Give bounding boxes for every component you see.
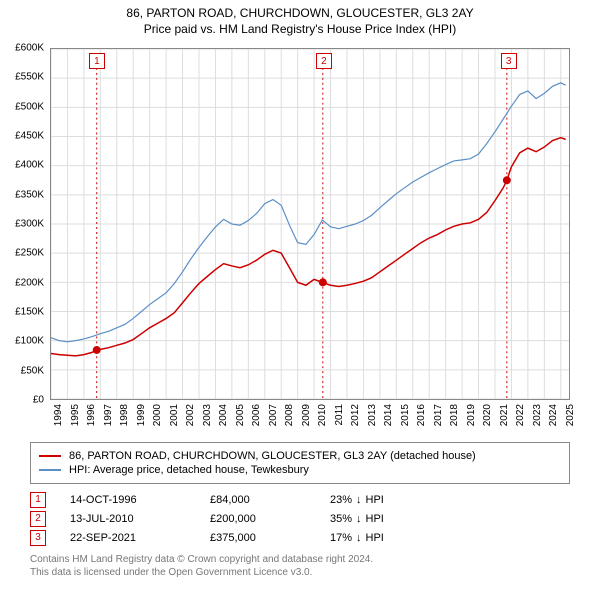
x-tick-label: 2022 xyxy=(515,404,526,426)
x-tick-label: 2010 xyxy=(317,404,328,426)
titles: 86, PARTON ROAD, CHURCHDOWN, GLOUCESTER,… xyxy=(0,0,600,36)
marker-table: 1 14-OCT-1996£84,00023%↓HPI 2 13-JUL-2010£2… xyxy=(30,490,570,547)
y-tick-label: £600K xyxy=(15,43,44,54)
chart-area: 1 2 3 xyxy=(50,48,570,400)
marker-pct: 17%↓HPI xyxy=(330,532,384,544)
x-tick-label: 2011 xyxy=(334,404,345,426)
y-axis-ticks: £0£50K£100K£150K£200K£250K£300K£350K£400… xyxy=(0,48,48,400)
footer: Contains HM Land Registry data © Crown c… xyxy=(30,553,373,579)
x-tick-label: 2002 xyxy=(185,404,196,426)
x-tick-label: 2007 xyxy=(268,404,279,426)
x-tick-label: 2003 xyxy=(202,404,213,426)
marker-pct: 23%↓HPI xyxy=(330,494,384,506)
x-tick-label: 2017 xyxy=(433,404,444,426)
x-tick-label: 2025 xyxy=(565,404,576,426)
down-arrow-icon: ↓ xyxy=(356,532,362,544)
x-tick-label: 1998 xyxy=(119,404,130,426)
marker-badge: 2 xyxy=(30,511,46,527)
x-tick-label: 2006 xyxy=(251,404,262,426)
y-tick-label: £150K xyxy=(15,307,44,318)
chart-marker-badge: 2 xyxy=(316,53,332,69)
marker-pct: 35%↓HPI xyxy=(330,513,384,525)
x-tick-label: 2016 xyxy=(416,404,427,426)
y-tick-label: £200K xyxy=(15,277,44,288)
x-tick-label: 2020 xyxy=(482,404,493,426)
marker-row: 2 13-JUL-2010£200,00035%↓HPI xyxy=(30,509,570,528)
x-tick-label: 2021 xyxy=(499,404,510,426)
marker-badge: 3 xyxy=(30,530,46,546)
x-tick-label: 2000 xyxy=(152,404,163,426)
chart-marker-badge: 1 xyxy=(89,53,105,69)
x-tick-label: 2015 xyxy=(400,404,411,426)
x-tick-label: 2023 xyxy=(532,404,543,426)
x-tick-label: 2004 xyxy=(218,404,229,426)
x-tick-label: 1996 xyxy=(86,404,97,426)
legend: 86, PARTON ROAD, CHURCHDOWN, GLOUCESTER,… xyxy=(30,442,570,484)
title-address: 86, PARTON ROAD, CHURCHDOWN, GLOUCESTER,… xyxy=(0,6,600,20)
y-tick-label: £100K xyxy=(15,336,44,347)
marker-date: 13-JUL-2010 xyxy=(70,513,210,525)
marker-row: 3 22-SEP-2021£375,00017%↓HPI xyxy=(30,528,570,547)
title-subtitle: Price paid vs. HM Land Registry's House … xyxy=(0,22,600,36)
footer-line-2: This data is licensed under the Open Gov… xyxy=(30,566,373,579)
marker-row: 1 14-OCT-1996£84,00023%↓HPI xyxy=(30,490,570,509)
x-tick-label: 2014 xyxy=(383,404,394,426)
y-tick-label: £400K xyxy=(15,160,44,171)
chart-svg xyxy=(51,49,569,399)
y-tick-label: £450K xyxy=(15,131,44,142)
marker-price: £84,000 xyxy=(210,494,330,506)
y-tick-label: £550K xyxy=(15,72,44,83)
x-tick-label: 2009 xyxy=(301,404,312,426)
legend-swatch xyxy=(39,469,61,471)
footer-line-1: Contains HM Land Registry data © Crown c… xyxy=(30,553,373,566)
marker-price: £375,000 xyxy=(210,532,330,544)
legend-label: HPI: Average price, detached house, Tewk… xyxy=(69,463,309,477)
x-tick-label: 1997 xyxy=(103,404,114,426)
x-tick-label: 1994 xyxy=(53,404,64,426)
chart-marker-badge: 3 xyxy=(501,53,517,69)
legend-row: HPI: Average price, detached house, Tewk… xyxy=(39,463,561,477)
x-tick-label: 2013 xyxy=(367,404,378,426)
marker-badge: 1 xyxy=(30,492,46,508)
y-tick-label: £300K xyxy=(15,219,44,230)
x-tick-label: 2024 xyxy=(548,404,559,426)
marker-price: £200,000 xyxy=(210,513,330,525)
x-tick-label: 2001 xyxy=(169,404,180,426)
down-arrow-icon: ↓ xyxy=(356,513,362,525)
x-tick-label: 1999 xyxy=(136,404,147,426)
y-tick-label: £50K xyxy=(21,365,44,376)
x-tick-label: 2012 xyxy=(350,404,361,426)
x-tick-label: 2005 xyxy=(235,404,246,426)
y-tick-label: £350K xyxy=(15,189,44,200)
down-arrow-icon: ↓ xyxy=(356,494,362,506)
x-tick-label: 2019 xyxy=(466,404,477,426)
page: 86, PARTON ROAD, CHURCHDOWN, GLOUCESTER,… xyxy=(0,0,600,590)
y-tick-label: £0 xyxy=(33,395,44,406)
x-tick-label: 1995 xyxy=(70,404,81,426)
legend-row: 86, PARTON ROAD, CHURCHDOWN, GLOUCESTER,… xyxy=(39,449,561,463)
marker-date: 14-OCT-1996 xyxy=(70,494,210,506)
x-tick-label: 2008 xyxy=(284,404,295,426)
legend-swatch xyxy=(39,455,61,457)
legend-label: 86, PARTON ROAD, CHURCHDOWN, GLOUCESTER,… xyxy=(69,449,476,463)
x-tick-label: 2018 xyxy=(449,404,460,426)
x-axis-ticks: 1994 1995 1996 1997 1998 1999 2000 2001 2002 2003… xyxy=(50,402,570,440)
marker-date: 22-SEP-2021 xyxy=(70,532,210,544)
y-tick-label: £250K xyxy=(15,248,44,259)
y-tick-label: £500K xyxy=(15,101,44,112)
